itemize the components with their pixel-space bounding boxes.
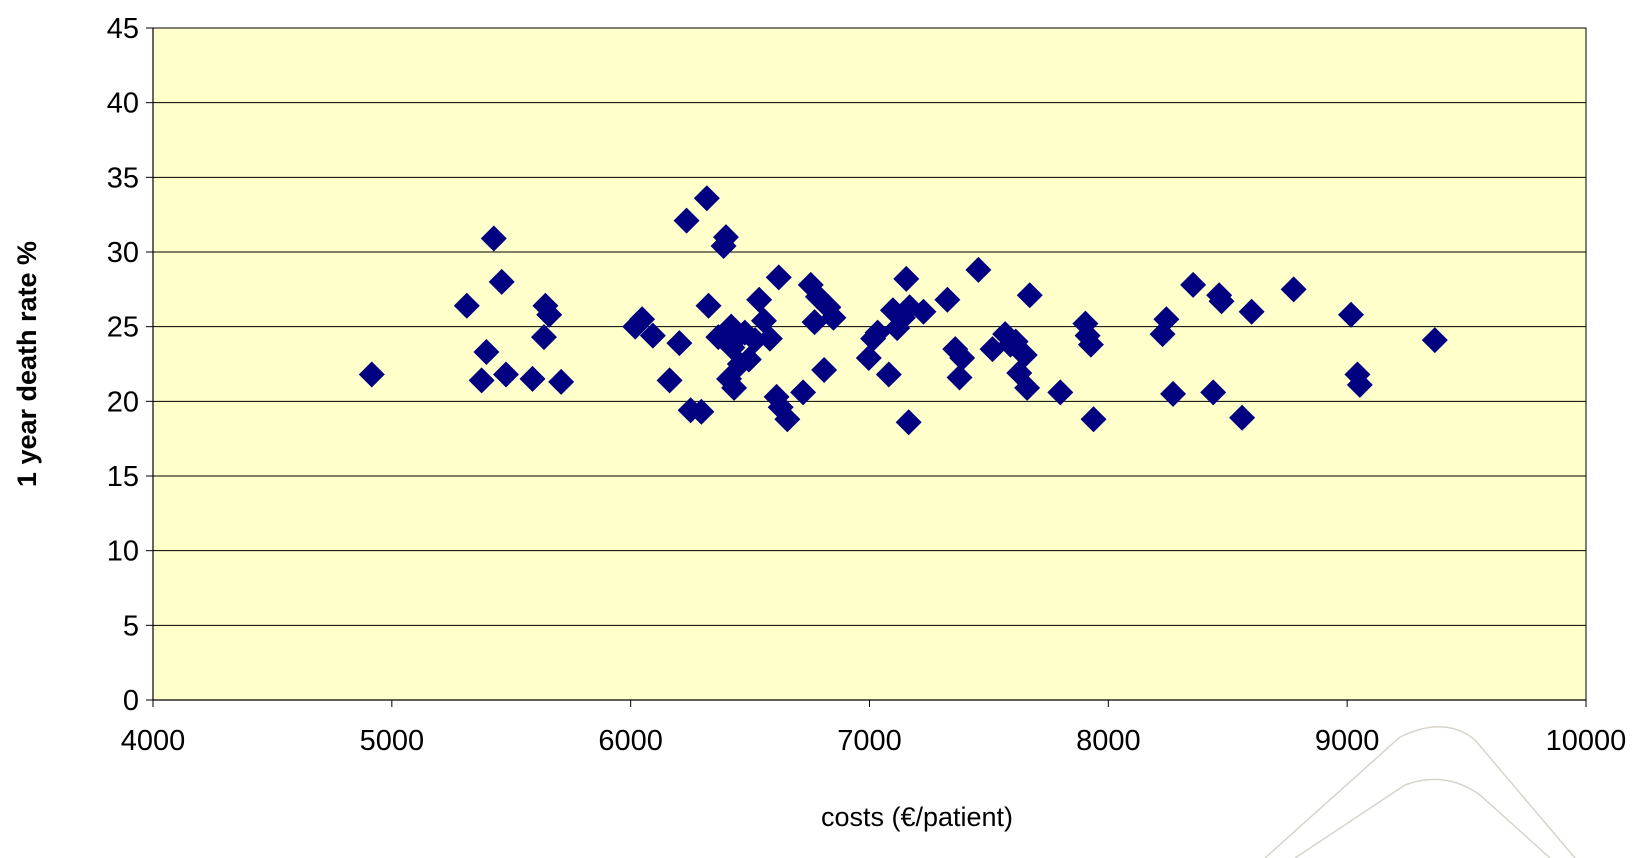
data-point <box>855 345 882 372</box>
y-tick-labels: 0 5 10 15 20 25 30 35 40 45 <box>107 13 139 717</box>
data-point <box>721 374 748 401</box>
y-tick-label: 45 <box>107 13 139 45</box>
watermark-decoration <box>1264 726 1576 858</box>
data-point <box>1346 371 1373 398</box>
data-point <box>358 361 385 388</box>
data-point <box>548 368 575 395</box>
data-point <box>536 301 563 328</box>
y-tick-label: 40 <box>107 88 139 120</box>
data-point <box>629 306 656 333</box>
data-point <box>1011 342 1038 369</box>
x-tick-label: 9000 <box>1315 725 1380 757</box>
data-point <box>530 324 557 351</box>
data-point <box>1337 301 1364 328</box>
gridlines <box>153 27 1586 626</box>
x-tick-label: 5000 <box>360 725 425 757</box>
data-point <box>1421 327 1448 354</box>
data-point <box>1006 359 1033 386</box>
data-point <box>946 364 973 391</box>
data-point <box>790 379 817 406</box>
data-point <box>1153 306 1180 333</box>
data-point <box>1077 331 1104 358</box>
data-point <box>480 225 507 252</box>
data-point <box>666 330 693 357</box>
data-point <box>1047 379 1074 406</box>
data-point <box>949 345 976 372</box>
data-point <box>735 346 762 373</box>
data-point <box>1229 404 1256 431</box>
data-point <box>820 304 847 331</box>
data-point <box>1208 288 1235 315</box>
data-point <box>1160 380 1187 407</box>
data-point <box>1180 271 1207 298</box>
y-tick-label: 30 <box>107 237 139 269</box>
y-tick-label: 35 <box>107 162 139 194</box>
data-point <box>765 264 792 291</box>
data-point <box>468 367 495 394</box>
data-point <box>695 292 722 319</box>
y-tick-label: 20 <box>107 386 139 418</box>
data-point <box>864 319 891 346</box>
y-tick-label: 15 <box>107 461 139 493</box>
x-tick-labels: 4000 5000 6000 7000 8000 9000 10000 <box>121 725 1627 757</box>
data-point <box>742 327 769 354</box>
data-point <box>756 325 783 352</box>
data-point <box>1014 374 1041 401</box>
data-point <box>746 286 773 313</box>
x-tick-label: 4000 <box>121 725 186 757</box>
y-tick-label: 0 <box>123 685 139 717</box>
data-point <box>639 322 666 349</box>
x-tick-label: 10000 <box>1546 725 1627 757</box>
data-point <box>688 398 715 425</box>
x-axis-title: costs (€/patient) <box>821 802 1013 832</box>
data-point <box>712 224 739 251</box>
data-point <box>1200 379 1227 406</box>
data-point <box>473 339 500 366</box>
y-tick-label: 5 <box>123 610 139 642</box>
data-point <box>1016 282 1043 309</box>
data-point <box>673 207 700 234</box>
x-tick-label: 6000 <box>598 725 663 757</box>
data-point <box>1080 406 1107 433</box>
data-points <box>358 185 1448 436</box>
data-point <box>895 409 922 436</box>
data-point <box>1238 298 1265 325</box>
data-point <box>656 367 683 394</box>
data-point <box>488 268 515 295</box>
data-point <box>979 336 1006 363</box>
data-point <box>875 361 902 388</box>
data-point <box>519 365 546 392</box>
data-point <box>910 298 937 325</box>
data-point <box>1280 276 1307 303</box>
data-point <box>893 265 920 292</box>
x-tick-label: 7000 <box>837 725 902 757</box>
y-tick-label: 10 <box>107 536 139 568</box>
y-axis-title: 1 year death rate % <box>12 241 42 487</box>
data-point <box>492 361 519 388</box>
axes <box>146 27 1587 707</box>
y-tick-label: 25 <box>107 312 139 344</box>
data-point <box>693 185 720 212</box>
data-point <box>453 292 480 319</box>
data-point <box>774 406 801 433</box>
data-point <box>811 356 838 383</box>
x-tick-label: 8000 <box>1076 725 1141 757</box>
data-point <box>965 256 992 283</box>
data-point <box>934 286 961 313</box>
data-point <box>801 309 828 336</box>
